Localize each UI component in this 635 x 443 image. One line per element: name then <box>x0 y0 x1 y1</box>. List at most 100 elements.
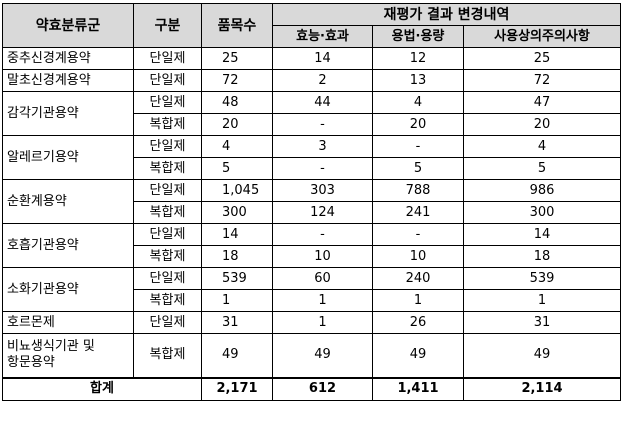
cell-dosage: 10 <box>372 245 464 268</box>
cell-category: 호르몬제 <box>2 311 134 334</box>
table-row: 알레르기용약 단일제 4 3 - 4 <box>2 135 621 180</box>
cell-efficacy: 2 <box>272 69 373 92</box>
cell-precautions: 20 <box>463 113 621 136</box>
cell-efficacy: 44 <box>272 91 373 114</box>
cell-type: 단일제 <box>133 47 202 70</box>
table-row: 소화기관용약 단일제 539 60 240 539 <box>2 267 621 312</box>
cell-efficacy: 10 <box>272 245 373 268</box>
cell-type: 복합제 <box>133 113 202 136</box>
cell-count: 72 <box>201 69 273 92</box>
cell-precautions: 1 <box>463 289 621 312</box>
cell-type: 단일제 <box>133 223 202 246</box>
cell-category: 호흡기관용약 <box>2 223 134 268</box>
cell-count: 300 <box>201 201 273 224</box>
table-row: 중추신경계용약 단일제 25 14 12 25 <box>2 47 621 70</box>
cell-precautions: 25 <box>463 47 621 70</box>
cell-count: 31 <box>201 311 273 334</box>
table-row: 호흡기관용약 단일제 14 - - 14 <box>2 223 621 268</box>
cell-category: 순환계용약 <box>2 179 134 224</box>
table-row: 복합제 300 124 241 300 <box>3 201 621 224</box>
cell-category: 중추신경계용약 <box>2 47 134 70</box>
cell-count: 49 <box>201 333 273 378</box>
cell-dosage: 5 <box>372 157 464 180</box>
cell-precautions: 986 <box>463 179 621 202</box>
cell-efficacy: - <box>272 113 373 136</box>
cell-count: 4 <box>201 135 273 158</box>
cell-type: 단일제 <box>133 267 202 290</box>
cell-efficacy: 60 <box>272 267 373 290</box>
cell-type: 단일제 <box>133 135 202 158</box>
table-row: 순환계용약 단일제 1,045 303 788 986 <box>2 179 621 224</box>
cell-type: 단일제 <box>133 91 202 114</box>
total-row: 합계 2,171 612 1,411 2,114 <box>2 376 621 401</box>
header-efficacy: 효능·효과 <box>272 25 373 48</box>
header-dosage: 용법·용량 <box>372 25 464 48</box>
cell-dosage: 788 <box>372 179 464 202</box>
cell-dosage: 1 <box>372 289 464 312</box>
total-count: 2,171 <box>201 376 273 401</box>
total-efficacy: 612 <box>272 376 373 401</box>
cell-category: 비뇨생식기관 및 항문용약 <box>2 333 134 378</box>
cell-dosage: - <box>372 135 464 158</box>
cell-precautions: 72 <box>463 69 621 92</box>
cell-dosage: 13 <box>372 69 464 92</box>
cell-efficacy: 1 <box>272 311 373 334</box>
cell-count: 1 <box>201 289 273 312</box>
cell-dosage: 4 <box>372 91 464 114</box>
cell-efficacy: 124 <box>272 201 373 224</box>
drug-reevaluation-table: 약효분류군 구분 품목수 재평가 결과 변경내역 효능·효과 용법·용량 사용상… <box>2 3 621 401</box>
cell-count: 20 <box>201 113 273 136</box>
cell-category: 소화기관용약 <box>2 267 134 312</box>
header-count: 품목수 <box>201 3 273 48</box>
cell-precautions: 14 <box>463 223 621 246</box>
cell-type: 복합제 <box>133 157 202 180</box>
cell-type: 복합제 <box>133 201 202 224</box>
header-result-group: 재평가 결과 변경내역 <box>272 3 621 26</box>
cell-type: 복합제 <box>133 333 202 378</box>
table-container: 약효분류군 구분 품목수 재평가 결과 변경내역 효능·효과 용법·용량 사용상… <box>2 3 621 401</box>
cell-efficacy: - <box>272 157 373 180</box>
cell-category: 알레르기용약 <box>2 135 134 180</box>
cell-precautions: 49 <box>463 333 621 378</box>
table-row: 말초신경계용약 단일제 72 2 13 72 <box>2 69 621 92</box>
cell-count: 18 <box>201 245 273 268</box>
header-precautions: 사용상의주의사항 <box>463 25 621 48</box>
cell-efficacy: 14 <box>272 47 373 70</box>
cell-dosage: - <box>372 223 464 246</box>
cell-precautions: 18 <box>463 245 621 268</box>
cell-efficacy: 303 <box>272 179 373 202</box>
cell-precautions: 5 <box>463 157 621 180</box>
cell-count: 25 <box>201 47 273 70</box>
table-row: 호르몬제 단일제 31 1 26 31 <box>2 311 621 334</box>
header-type: 구분 <box>133 3 202 48</box>
cell-dosage: 20 <box>372 113 464 136</box>
cell-dosage: 49 <box>372 333 464 378</box>
table-row: 비뇨생식기관 및 항문용약 복합제 49 49 49 49 <box>2 333 621 378</box>
cell-category: 감각기관용약 <box>2 91 134 136</box>
cell-count: 1,045 <box>201 179 273 202</box>
cell-type: 복합제 <box>133 289 202 312</box>
cell-type: 단일제 <box>133 69 202 92</box>
cell-count: 14 <box>201 223 273 246</box>
cell-precautions: 4 <box>463 135 621 158</box>
total-dosage: 1,411 <box>372 376 464 401</box>
cell-efficacy: 3 <box>272 135 373 158</box>
cell-dosage: 26 <box>372 311 464 334</box>
table-row: 복합제 1 1 1 1 <box>3 289 621 312</box>
cell-category: 말초신경계용약 <box>2 69 134 92</box>
table-row: 복합제 18 10 10 18 <box>3 245 621 268</box>
cell-type: 단일제 <box>133 311 202 334</box>
cell-dosage: 12 <box>372 47 464 70</box>
cell-efficacy: 1 <box>272 289 373 312</box>
cell-count: 5 <box>201 157 273 180</box>
cell-efficacy: - <box>272 223 373 246</box>
cell-precautions: 300 <box>463 201 621 224</box>
table-row: 감각기관용약 단일제 48 44 4 47 <box>2 91 621 136</box>
cell-precautions: 31 <box>463 311 621 334</box>
cell-precautions: 539 <box>463 267 621 290</box>
cell-count: 539 <box>201 267 273 290</box>
total-label: 합계 <box>2 376 202 401</box>
cell-efficacy: 49 <box>272 333 373 378</box>
cell-type: 복합제 <box>133 245 202 268</box>
cell-precautions: 47 <box>463 91 621 114</box>
